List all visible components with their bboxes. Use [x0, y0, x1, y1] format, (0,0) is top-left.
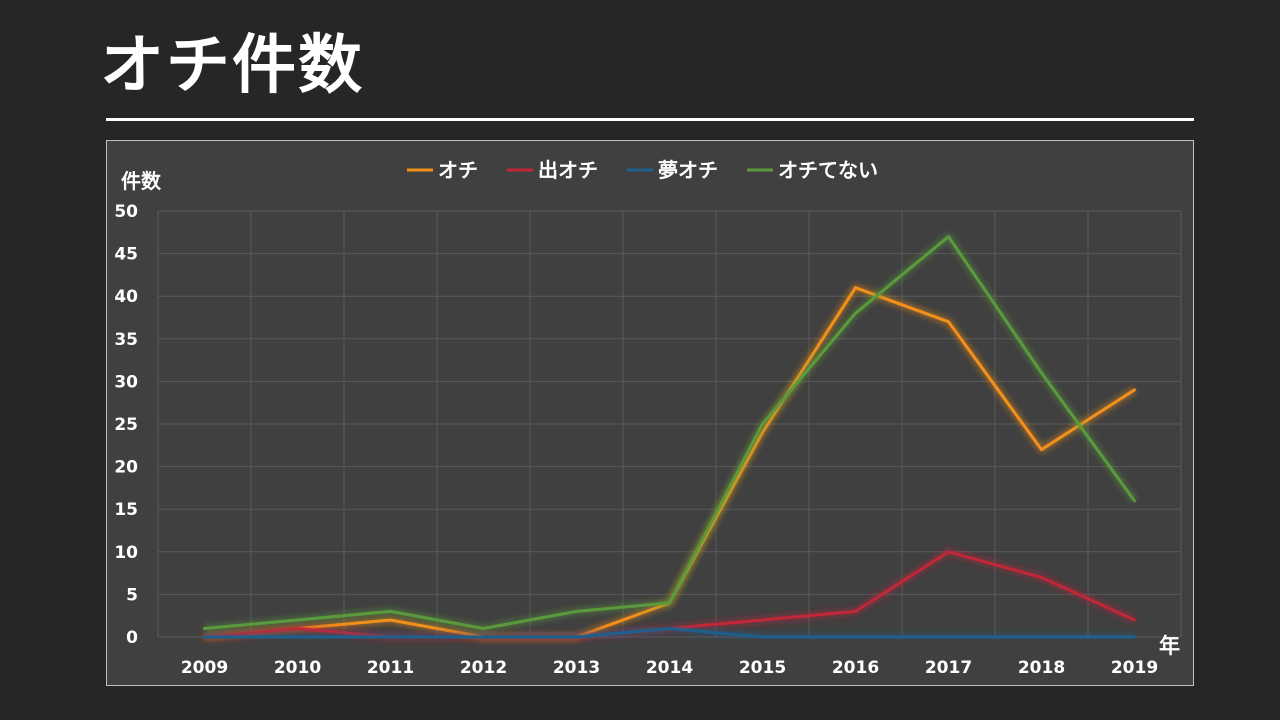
title-divider	[106, 118, 1194, 121]
data-point	[389, 609, 393, 613]
page-title: オチ件数	[100, 29, 364, 103]
x-tick-label: 2012	[460, 658, 507, 678]
series-line-3	[203, 235, 1136, 630]
data-point	[1133, 388, 1137, 392]
legend: オチ 出オチ 夢オチ オチてない	[407, 158, 878, 182]
data-point	[482, 626, 486, 630]
data-point	[1133, 499, 1137, 503]
x-tick-label: 2018	[1018, 658, 1065, 678]
data-point	[947, 635, 951, 639]
data-point	[854, 286, 858, 290]
x-tick-labels: 2009 2010 2011 2012 2013 2014 2015 2016 2017 2018…	[181, 658, 1158, 678]
chart-frame: 件数 年 0 5 10 15 20 25 30 35 40 45 50 2009 2010 2011 20…	[106, 140, 1194, 686]
data-point	[1040, 575, 1044, 579]
data-point	[1133, 618, 1137, 622]
x-tick-label: 2013	[553, 658, 600, 678]
data-point	[947, 235, 951, 239]
y-tick-label: 0	[126, 628, 138, 648]
y-tick-label: 40	[114, 287, 138, 307]
data-point	[761, 635, 765, 639]
data-point	[1040, 448, 1044, 452]
y-tick-label: 10	[114, 543, 138, 563]
x-tick-label: 2014	[646, 658, 693, 678]
data-point	[761, 422, 765, 426]
data-point	[482, 635, 486, 639]
data-point	[389, 618, 393, 622]
series-line-2	[203, 627, 1136, 639]
y-tick-labels: 0 5 10 15 20 25 30 35 40 45 50	[114, 202, 138, 648]
data-point	[854, 311, 858, 315]
x-axis-label: 年	[1159, 634, 1180, 658]
data-point	[296, 626, 300, 630]
data-point	[575, 609, 579, 613]
data-point	[761, 618, 765, 622]
data-point	[296, 618, 300, 622]
legend-label: 出オチ	[538, 158, 598, 182]
x-tick-label: 2015	[739, 658, 786, 678]
y-tick-label: 15	[114, 500, 138, 520]
gridlines	[157, 210, 1182, 638]
data-point	[1133, 635, 1137, 639]
x-tick-label: 2009	[181, 658, 228, 678]
data-point	[854, 609, 858, 613]
legend-label: 夢オチ	[658, 158, 718, 182]
data-point	[296, 635, 300, 639]
y-tick-label: 25	[114, 415, 138, 435]
x-tick-label: 2011	[367, 658, 414, 678]
x-tick-label: 2017	[925, 658, 972, 678]
data-point	[389, 635, 393, 639]
data-point	[947, 550, 951, 554]
data-point	[203, 635, 207, 639]
x-tick-label: 2016	[832, 658, 879, 678]
y-tick-label: 50	[114, 202, 138, 222]
y-tick-label: 5	[126, 585, 138, 605]
x-tick-label: 2019	[1111, 658, 1158, 678]
series-lines	[203, 233, 1138, 641]
data-point	[1040, 371, 1044, 375]
x-tick-label: 2010	[274, 658, 321, 678]
legend-label: オチてない	[778, 158, 878, 182]
data-point	[854, 635, 858, 639]
data-point	[668, 601, 672, 605]
data-point	[947, 320, 951, 324]
y-tick-label: 20	[114, 458, 138, 478]
y-axis-label: 件数	[121, 169, 162, 193]
y-tick-label: 45	[114, 245, 138, 265]
data-point	[668, 626, 672, 630]
legend-label: オチ	[438, 158, 478, 182]
y-tick-label: 35	[114, 330, 138, 350]
axes: 件数 年	[121, 169, 1180, 658]
data-point	[1040, 635, 1044, 639]
data-point	[203, 626, 207, 630]
y-tick-label: 30	[114, 372, 138, 392]
data-point	[575, 635, 579, 639]
